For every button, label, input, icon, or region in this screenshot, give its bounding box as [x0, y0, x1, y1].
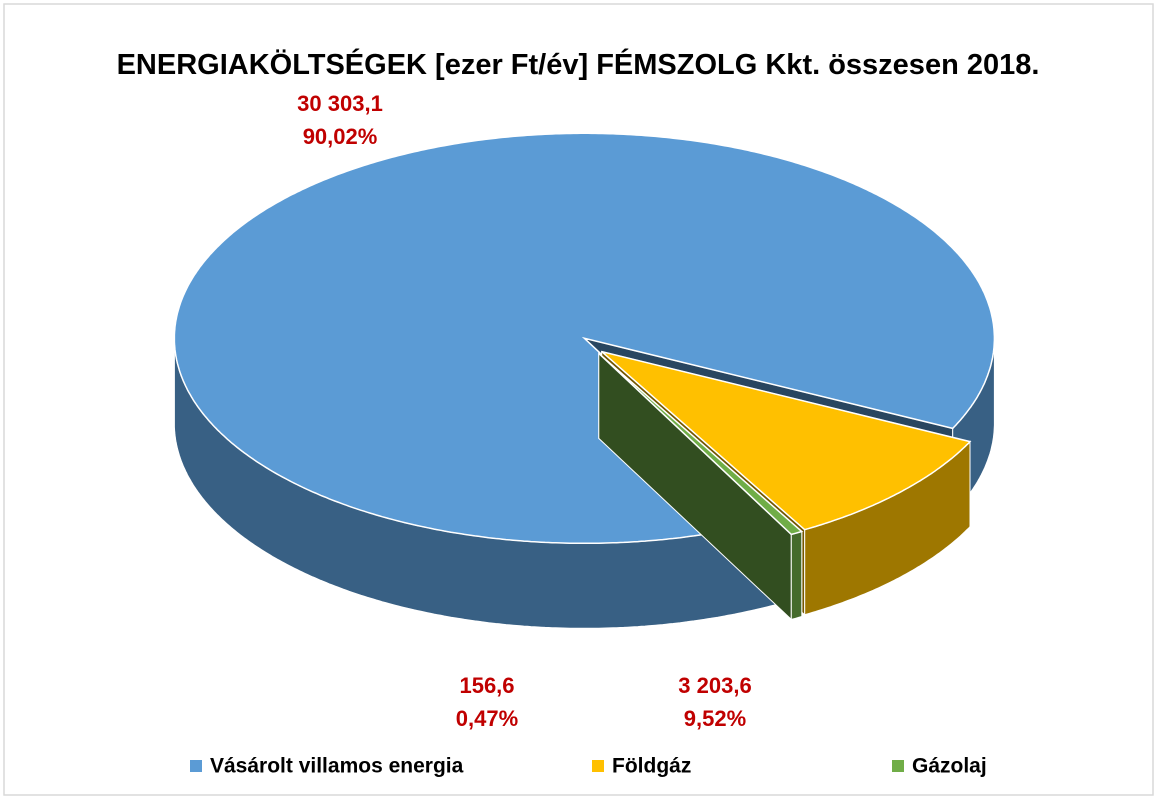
percent-label: 90,02% — [303, 124, 378, 149]
legend-label: Vásárolt villamos energia — [210, 755, 464, 778]
percent-label: 0,47% — [456, 706, 518, 731]
slice — [598, 352, 804, 536]
data-label: 30 303,1 — [297, 91, 383, 116]
percent-label: 9,52% — [684, 706, 746, 731]
slice — [173, 132, 996, 545]
data-label: 156,6 — [459, 673, 514, 698]
legend-label: Gázolaj — [912, 755, 987, 778]
legend-label: Földgáz — [612, 755, 691, 778]
chart-title: ENERGIAKÖLTSÉGEK [ezer Ft/év] FÉMSZOLG K… — [116, 49, 1040, 81]
legend-swatch — [592, 760, 604, 772]
legend-swatch — [892, 760, 904, 772]
slice — [601, 350, 972, 531]
slice-side — [790, 530, 803, 621]
data-label: 3 203,6 — [678, 673, 751, 698]
legend-swatch — [190, 760, 202, 772]
